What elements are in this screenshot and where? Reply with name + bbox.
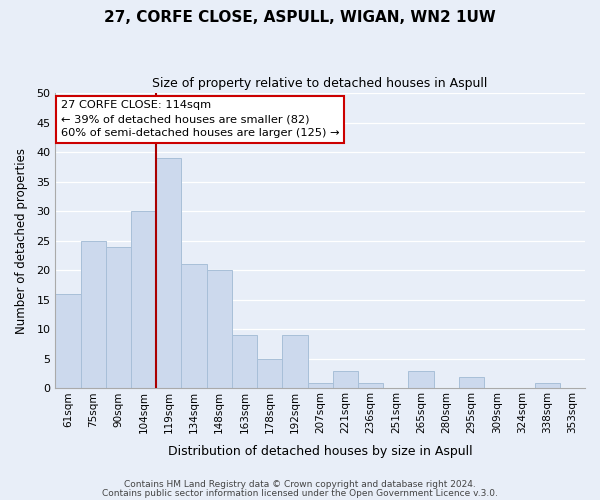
Text: Contains public sector information licensed under the Open Government Licence v.: Contains public sector information licen… [102,488,498,498]
Bar [409,371,434,388]
Bar [156,158,181,388]
Bar [80,241,106,388]
Bar [535,382,560,388]
Y-axis label: Number of detached properties: Number of detached properties [15,148,28,334]
X-axis label: Distribution of detached houses by size in Aspull: Distribution of detached houses by size … [168,444,472,458]
Text: Contains HM Land Registry data © Crown copyright and database right 2024.: Contains HM Land Registry data © Crown c… [124,480,476,489]
Bar [232,336,257,388]
Bar [333,371,358,388]
Bar [206,270,232,388]
Bar [55,294,80,388]
Bar [131,211,156,388]
Bar [181,264,206,388]
Text: 27, CORFE CLOSE, ASPULL, WIGAN, WN2 1UW: 27, CORFE CLOSE, ASPULL, WIGAN, WN2 1UW [104,10,496,25]
Text: 27 CORFE CLOSE: 114sqm
← 39% of detached houses are smaller (82)
60% of semi-det: 27 CORFE CLOSE: 114sqm ← 39% of detached… [61,100,339,138]
Bar [358,382,383,388]
Bar [257,359,283,388]
Bar [459,376,484,388]
Bar [308,382,333,388]
Title: Size of property relative to detached houses in Aspull: Size of property relative to detached ho… [152,78,488,90]
Bar [106,246,131,388]
Bar [283,336,308,388]
